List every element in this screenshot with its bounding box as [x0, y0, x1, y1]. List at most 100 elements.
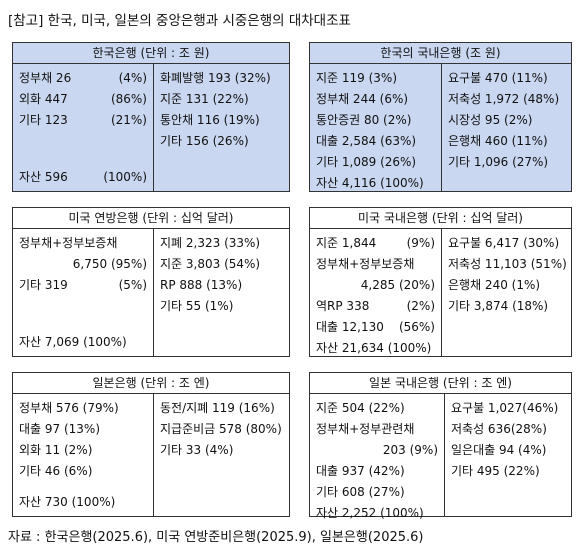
row: 기타 156 (26%) — [160, 131, 283, 152]
item: 자산 21,634 (100%) — [316, 341, 432, 355]
panel-header: 미국 연방은행 (단위 : 십억 달러) — [13, 208, 289, 229]
panel-header: 한국은행 (단위 : 조 원) — [13, 43, 289, 64]
item: 시장성 95 (2%) — [448, 113, 533, 127]
row: 기타 3,874 (18%) — [448, 296, 565, 317]
item: 기타 608 (27%) — [316, 485, 405, 499]
percent: (56%) — [398, 320, 435, 334]
footer: 자료 : 한국은행(2025.6), 미국 연방준비은행(2025.9), 일본… — [8, 530, 424, 545]
item: 기타 3,874 (18%) — [448, 299, 549, 313]
liabilities-column: 화폐발행 193 (32%) 지준 131 (22%) 통안채 116 (19%) 기… — [153, 64, 289, 191]
panel: 일본은행 (단위 : 조 엔) 정부채 576 (79%) 대출 97 (13%) 외… — [12, 372, 290, 517]
item: 일은대출 94 (4%) — [451, 443, 547, 457]
row: 저축성 11,103 (51%) — [448, 254, 567, 275]
item: 기타 156 (26%) — [160, 134, 249, 148]
row: 요구불 6,417 (30%) — [448, 233, 565, 254]
row: 기타 495 (22%) — [451, 461, 565, 482]
item: 요구불 1,027(46%) — [451, 401, 559, 415]
row: 정부채+정부보증채 — [316, 254, 435, 275]
assets-column: 지준 504 (22%) 정부채+정부관련채 203 (9%) 대출 937 (42%… — [310, 394, 444, 520]
panel: 한국의 국내은행 (조 원) 지준 119 (3%) 정부채 244 (6%) 통안증… — [309, 42, 572, 192]
item: 정부채+정부보증채 — [316, 257, 415, 271]
row: 기타 319 (5%) — [19, 275, 147, 296]
row: 동전/지폐 119 (16%) — [160, 398, 283, 419]
row: 역RP 338 (2%) — [316, 296, 435, 317]
row: 정부채 576 (79%) — [19, 398, 147, 419]
item: 기타 1,089 (26%) — [316, 155, 417, 169]
row: 기타 1,096 (27%) — [448, 152, 565, 173]
percent: 6,750 (95%) — [72, 257, 147, 271]
item: 정부채 576 (79%) — [19, 401, 119, 415]
row: 은행채 460 (11%) — [448, 131, 565, 152]
item: 저축성 636(28%) — [451, 422, 547, 436]
panel-header: 일본 국내은행 (단위 : 조 엔) — [310, 373, 571, 394]
row: 요구불 1,027(46%) — [451, 398, 565, 419]
panel-header: 일본은행 (단위 : 조 엔) — [13, 373, 289, 394]
item: 정부채 26 — [19, 71, 72, 85]
liabilities-column: 동전/지폐 119 (16%) 지급준비금 578 (80%) 기타 33 (4%) — [153, 394, 289, 516]
percent: (86%) — [110, 92, 147, 106]
item: 역RP 338 — [316, 299, 370, 313]
item: 통안증권 80 (2%) — [316, 113, 412, 127]
item: 정부채+정부보증채 — [19, 236, 118, 250]
panel: 미국 국내은행 (단위 : 십억 달러) 지준 1,844 (9%) 정부채+정부보증… — [309, 207, 572, 357]
item: 화폐발행 193 (32%) — [160, 71, 271, 85]
item: 자산 4,116 (100%) — [316, 176, 424, 190]
panel: 일본 국내은행 (단위 : 조 엔) 지준 504 (22%) 정부채+정부관련채 2… — [309, 372, 572, 520]
item: 요구불 470 (11%) — [448, 71, 548, 85]
row: 지준 119 (3%) — [316, 68, 435, 89]
row: 대출 2,584 (63%) — [316, 131, 435, 152]
item: 지준 119 (3%) — [316, 71, 398, 85]
item: 통안채 116 (19%) — [160, 113, 260, 127]
item: 자산 730 (100%) — [19, 495, 116, 509]
assets-column: 정부채 26 (4%) 외화 447 (86%) 기타 123 (21%) 자산 596 (1… — [13, 64, 153, 191]
row: 자산 596 (100%) — [19, 167, 147, 188]
row: 자산 7,069 (100%) — [19, 332, 147, 353]
assets-column: 지준 119 (3%) 정부채 244 (6%) 통안증권 80 (2%) 대출 2,… — [310, 64, 441, 191]
percent: (21%) — [110, 113, 147, 127]
item: 저축성 1,972 (48%) — [448, 92, 560, 106]
row: 자산 2,252 (100%) — [316, 503, 438, 524]
item: 외화 11 (2%) — [19, 443, 93, 457]
item: 기타 33 (4%) — [160, 443, 234, 457]
row: 정부채+정부관련채 — [316, 419, 438, 440]
row: 6,750 (95%) — [19, 254, 147, 275]
row: 대출 97 (13%) — [19, 419, 147, 440]
item: 기타 1,096 (27%) — [448, 155, 549, 169]
item: 기타 55 (1%) — [160, 299, 234, 313]
row: 시장성 95 (2%) — [448, 110, 565, 131]
item: 대출 937 (42%) — [316, 464, 405, 478]
row: 기타 33 (4%) — [160, 440, 283, 461]
row: 대출 937 (42%) — [316, 461, 438, 482]
item: 기타 495 (22%) — [451, 464, 540, 478]
row: 요구불 470 (11%) — [448, 68, 565, 89]
row: 통안증권 80 (2%) — [316, 110, 435, 131]
row: 지준 1,844 (9%) — [316, 233, 435, 254]
item: 대출 97 (13%) — [19, 422, 101, 436]
row: 지준 504 (22%) — [316, 398, 438, 419]
title: [참고] 한국, 미국, 일본의 중앙은행과 시중은행의 대차대조표 — [8, 13, 351, 29]
row: 지준 3,803 (54%) — [160, 254, 283, 275]
row: 저축성 636(28%) — [451, 419, 565, 440]
panel: 미국 연방은행 (단위 : 십억 달러) 정부채+정부보증채 6,750 (95%)… — [12, 207, 290, 357]
row: 정부채 26 (4%) — [19, 68, 147, 89]
row: RP 888 (13%) — [160, 275, 283, 296]
percent: (9%) — [406, 236, 435, 250]
assets-column: 지준 1,844 (9%) 정부채+정부보증채 4,285 (20%) 역RP 338 (… — [310, 229, 441, 356]
item: 정부채 244 (6%) — [316, 92, 409, 106]
item: 지준 504 (22%) — [316, 401, 405, 415]
row: 기타 608 (27%) — [316, 482, 438, 503]
percent: (100%) — [103, 170, 147, 184]
row: 4,285 (20%) — [316, 275, 435, 296]
item: 자산 596 — [19, 170, 68, 184]
item: 지급준비금 578 (80%) — [160, 422, 282, 436]
row: 정부채+정부보증채 — [19, 233, 147, 254]
panel-header: 미국 국내은행 (단위 : 십억 달러) — [310, 208, 571, 229]
row: 통안채 116 (19%) — [160, 110, 283, 131]
item: 기타 319 — [19, 278, 68, 292]
row: 일은대출 94 (4%) — [451, 440, 565, 461]
row: 지급준비금 578 (80%) — [160, 419, 283, 440]
item: 요구불 6,417 (30%) — [448, 236, 560, 250]
item: 대출 12,130 — [316, 320, 384, 334]
percent: (4%) — [118, 71, 147, 85]
